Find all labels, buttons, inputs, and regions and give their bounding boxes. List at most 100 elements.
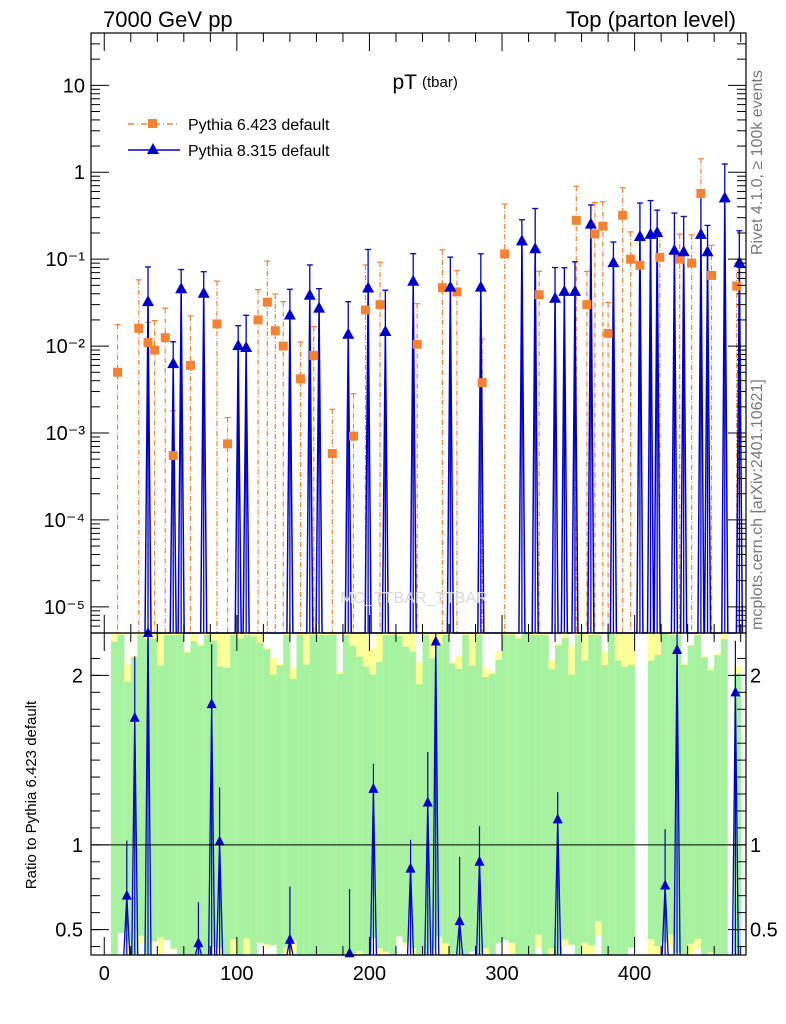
band-green-bin bbox=[303, 664, 311, 955]
pythia6-markers bbox=[113, 188, 742, 461]
ratio-marker bbox=[284, 933, 295, 944]
band-green-bin bbox=[734, 673, 741, 955]
pythia6-point bbox=[500, 249, 510, 259]
band-green-bin bbox=[177, 635, 185, 955]
band-green-bin bbox=[681, 664, 688, 955]
band-green-bin bbox=[455, 668, 463, 955]
ratio-marker bbox=[474, 855, 485, 866]
ratio-marker bbox=[193, 937, 204, 948]
band-green-bin bbox=[661, 633, 669, 943]
plot-title: pT bbox=[392, 71, 417, 94]
band-green-bin bbox=[574, 635, 582, 955]
band-green-bin bbox=[316, 635, 324, 955]
pythia8-point bbox=[549, 291, 562, 303]
pythia6-point bbox=[687, 258, 697, 268]
pythia8-point bbox=[342, 327, 355, 339]
pythia8-point bbox=[167, 357, 180, 369]
pythia6-point bbox=[185, 360, 195, 370]
xtick-label: 400 bbox=[618, 963, 651, 985]
pythia8-point bbox=[584, 217, 597, 229]
axis-ticks: 10⁻⁵ 10⁻⁴ 10⁻³ 10⁻² 10⁻¹ 1 10 0.5 0.5 1 1 2 2 0 100 200… bbox=[44, 32, 778, 985]
band-green-bin bbox=[190, 641, 198, 955]
ratio-marker bbox=[214, 835, 225, 846]
band-green-bin bbox=[654, 655, 662, 947]
pythia6-point bbox=[278, 341, 288, 351]
main-ytick-label: 10⁻⁵ bbox=[44, 597, 85, 619]
pythia8-point bbox=[515, 234, 528, 246]
pythia6-point bbox=[582, 300, 592, 310]
xtick-label: 300 bbox=[485, 963, 518, 985]
pythia8-point bbox=[633, 229, 646, 241]
band-green-bin bbox=[170, 635, 178, 949]
band-green-bin bbox=[495, 660, 503, 943]
band-green-bin bbox=[555, 645, 562, 955]
ratio-uncertainty-bands bbox=[110, 633, 741, 955]
band-green-bin bbox=[243, 635, 251, 939]
pythia8-point bbox=[733, 256, 746, 268]
band-green-bin bbox=[462, 635, 470, 955]
band-green-bin bbox=[429, 658, 437, 950]
main-ytick-label: 10⁻² bbox=[46, 336, 86, 358]
band-green-bin bbox=[283, 635, 291, 948]
ratio-ytick-label-right: 0.5 bbox=[750, 920, 778, 942]
band-green-bin bbox=[694, 635, 702, 939]
ratio-marker bbox=[206, 698, 217, 709]
pythia8-point bbox=[379, 325, 392, 337]
header-right: Top (parton level) bbox=[566, 7, 736, 32]
band-green-bin bbox=[183, 652, 191, 955]
pythia6-point bbox=[534, 290, 544, 300]
band-green-bin bbox=[720, 639, 728, 955]
ratio-marker bbox=[143, 627, 154, 637]
pythia8-markers bbox=[142, 191, 746, 369]
band-green-bin bbox=[475, 635, 483, 955]
pythia6-point bbox=[295, 374, 305, 384]
pythia6-point bbox=[412, 339, 422, 349]
pythia6-point bbox=[143, 337, 153, 347]
main-ytick-label: 10⁻¹ bbox=[46, 249, 86, 271]
band-green-bin bbox=[508, 635, 516, 943]
legend-pythia6-label: Pythia 6.423 default bbox=[188, 117, 330, 134]
pythia6-point bbox=[452, 287, 462, 297]
pythia8-point bbox=[362, 281, 375, 293]
ratio-marker bbox=[405, 862, 416, 873]
ratio-marker bbox=[552, 813, 563, 824]
pythia6-point bbox=[160, 333, 170, 343]
band-green-bin bbox=[561, 638, 569, 940]
ratio-marker bbox=[730, 686, 741, 697]
band-green-bin bbox=[289, 678, 297, 942]
band-green-bin bbox=[150, 638, 158, 942]
band-green-bin bbox=[382, 635, 390, 952]
xtick-label: 200 bbox=[353, 963, 386, 985]
band-green-bin bbox=[389, 635, 397, 955]
band-green-bin bbox=[422, 635, 430, 955]
pythia8-point bbox=[283, 308, 296, 320]
band-green-bin bbox=[349, 645, 357, 955]
legend-pythia8-label: Pythia 8.315 default bbox=[188, 143, 330, 160]
pythia6-point bbox=[168, 451, 178, 461]
pythia6-point bbox=[598, 221, 608, 231]
ratio-marker bbox=[672, 643, 683, 654]
pythia8-point bbox=[558, 284, 571, 296]
ratio-ytick-label-right: 2 bbox=[750, 665, 761, 687]
band-green-bin bbox=[521, 633, 529, 955]
pythia8-point bbox=[175, 282, 188, 294]
band-green-bin bbox=[336, 673, 344, 955]
pythia8-point bbox=[240, 341, 253, 353]
band-green-bin bbox=[581, 660, 589, 943]
pythia8-point bbox=[677, 245, 690, 257]
band-green-bin bbox=[276, 665, 284, 955]
pythia8-point bbox=[197, 286, 210, 298]
pythia6-point bbox=[437, 283, 447, 293]
pythia6-point bbox=[571, 215, 581, 225]
band-green-bin bbox=[627, 664, 635, 948]
band-green-bin bbox=[269, 674, 277, 945]
band-green-bin bbox=[488, 674, 496, 955]
band-green-bin bbox=[614, 660, 622, 955]
band-green-bin bbox=[667, 635, 675, 935]
pythia6-point bbox=[732, 281, 742, 291]
band-green-bin bbox=[714, 655, 722, 955]
pythia6-point bbox=[603, 328, 613, 338]
band-green-bin bbox=[163, 635, 171, 940]
band-green-bin bbox=[515, 638, 523, 955]
pythia6-point bbox=[675, 254, 685, 264]
